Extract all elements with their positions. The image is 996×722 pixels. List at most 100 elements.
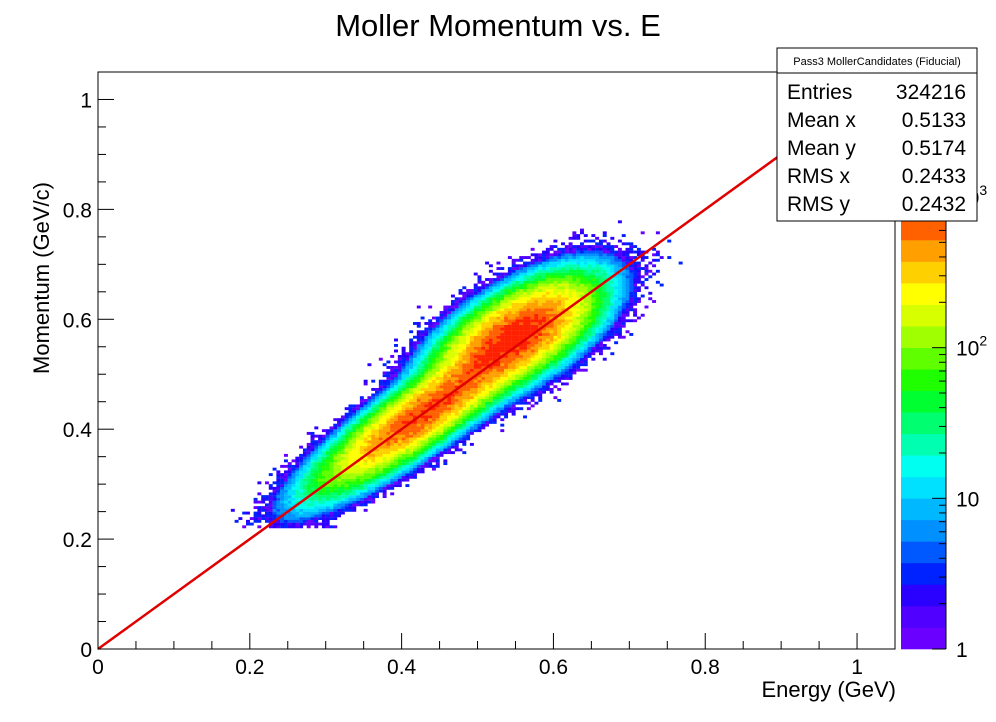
heatmap-cell — [511, 267, 516, 270]
heatmap-cell — [462, 333, 467, 336]
heatmap-cell — [580, 256, 584, 259]
heatmap-cell — [394, 390, 398, 394]
heatmap-cell — [515, 407, 520, 411]
heatmap-cell — [519, 357, 524, 361]
heatmap-cell — [572, 344, 577, 347]
heatmap-cell — [428, 412, 433, 416]
heatmap-cell — [576, 280, 581, 284]
heatmap-cell — [416, 462, 421, 466]
heatmap-cell — [557, 264, 562, 268]
heatmap-cell — [321, 514, 326, 518]
heatmap-cell — [371, 489, 376, 493]
heatmap-cell — [473, 311, 478, 314]
heatmap-cell — [511, 407, 516, 411]
heatmap-cell — [469, 291, 474, 295]
heatmap-cell — [598, 239, 603, 243]
heatmap-cell — [420, 346, 425, 350]
heatmap-cell — [375, 484, 379, 488]
heatmap-cell — [515, 341, 520, 345]
heatmap-cell — [515, 289, 520, 292]
heatmap-cell — [363, 434, 368, 438]
heatmap-cell — [352, 437, 357, 441]
heatmap-cell — [443, 412, 448, 416]
heatmap-cell — [367, 459, 372, 463]
heatmap-cell — [325, 492, 330, 496]
heatmap-cell — [580, 360, 584, 364]
heatmap-cell — [617, 327, 622, 331]
heatmap-cell — [302, 456, 307, 460]
heatmap-cell — [431, 467, 436, 471]
heatmap-cell — [454, 316, 459, 320]
heatmap-cell — [450, 344, 455, 347]
heatmap-cell — [401, 412, 406, 416]
heatmap-cell — [246, 519, 250, 523]
heatmap-cell — [337, 462, 342, 466]
heatmap-cell — [356, 489, 361, 493]
heatmap-cell — [485, 363, 490, 367]
heatmap-cell — [443, 451, 448, 455]
heatmap-cell — [329, 481, 334, 485]
heatmap-cell — [530, 308, 535, 312]
heatmap-cell — [390, 382, 395, 386]
heatmap-cell — [477, 382, 482, 386]
heatmap-cell — [542, 319, 546, 323]
heatmap-cell — [572, 316, 577, 320]
heatmap-cell — [591, 311, 596, 314]
heatmap-cell — [409, 368, 414, 372]
heatmap-cell — [394, 374, 398, 378]
heatmap-cell — [428, 434, 433, 438]
heatmap-cell — [325, 434, 330, 438]
heatmap-cell — [318, 475, 323, 479]
heatmap-cell — [523, 393, 528, 397]
heatmap-cell — [329, 451, 334, 455]
heatmap-cell — [424, 429, 429, 433]
heatmap-cell — [511, 390, 516, 394]
heatmap-cell — [583, 313, 588, 317]
heatmap-cell — [545, 341, 550, 345]
heatmap-cell — [485, 261, 490, 265]
heatmap-cell — [507, 316, 512, 320]
heatmap-cell — [291, 495, 296, 499]
heatmap-cell — [302, 506, 307, 510]
heatmap-cell — [481, 305, 486, 309]
heatmap-cell — [431, 459, 436, 463]
heatmap-cell — [378, 456, 383, 460]
heatmap-cell — [371, 459, 376, 463]
heatmap-cell — [648, 291, 653, 295]
heatmap-cell — [447, 398, 452, 402]
heatmap-cell — [530, 371, 535, 375]
heatmap-cell — [424, 322, 429, 325]
heatmap-cell — [504, 291, 509, 295]
y-tick-label: 0.8 — [63, 199, 92, 222]
heatmap-cell — [363, 379, 368, 383]
heatmap-cell — [318, 448, 323, 452]
heatmap-cell — [416, 357, 421, 361]
heatmap-cell — [595, 327, 600, 331]
heatmap-cell — [321, 475, 326, 479]
heatmap-cell — [485, 316, 490, 320]
heatmap-cell — [416, 459, 421, 463]
heatmap-cell — [295, 506, 300, 510]
heatmap-cell — [352, 412, 357, 416]
heatmap-cell — [397, 360, 402, 364]
heatmap-cell — [329, 431, 334, 435]
heatmap-cell — [564, 258, 569, 262]
heatmap-cell — [325, 514, 330, 518]
heatmap-cell — [454, 366, 459, 369]
heatmap-cell — [314, 451, 319, 455]
heatmap-cell — [515, 385, 520, 389]
heatmap-cell — [454, 448, 459, 452]
heatmap-cell — [337, 495, 342, 499]
heatmap-cell — [496, 366, 501, 369]
heatmap-cell — [515, 327, 520, 331]
heatmap-cell — [515, 297, 520, 301]
heatmap-cell — [405, 357, 410, 361]
heatmap-cell — [598, 344, 603, 347]
heatmap-cell — [549, 357, 554, 361]
heatmap-cell — [306, 473, 311, 477]
heatmap-cell — [549, 311, 554, 314]
heatmap-cell — [359, 442, 364, 446]
heatmap-cell — [553, 366, 558, 369]
heatmap-cell — [348, 478, 353, 482]
heatmap-cell — [534, 275, 539, 279]
